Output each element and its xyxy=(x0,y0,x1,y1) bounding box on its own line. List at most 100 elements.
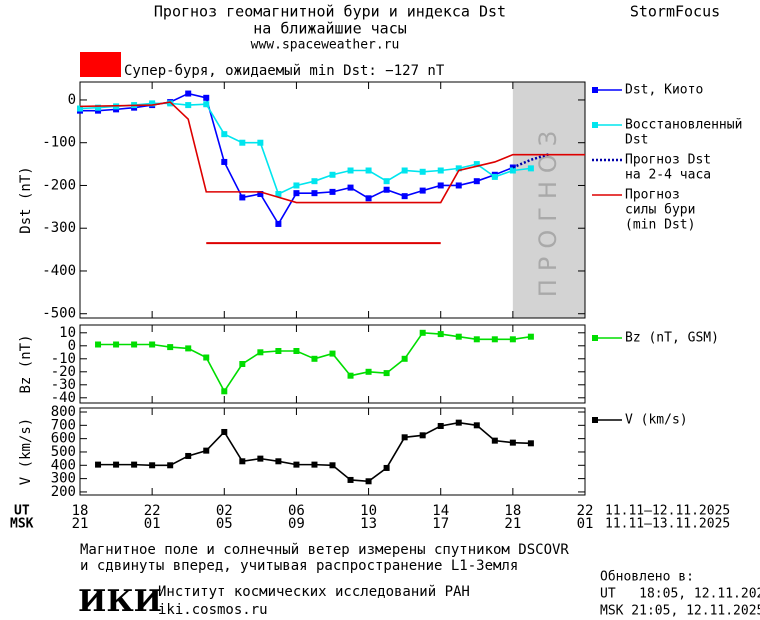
point xyxy=(455,333,462,340)
point xyxy=(437,167,444,174)
updated-label: Обновлено в: xyxy=(600,570,694,585)
point xyxy=(239,194,246,201)
y-tick-label: -100 xyxy=(42,135,76,151)
x-tick-label: 05 xyxy=(216,516,233,532)
point xyxy=(203,447,210,454)
point xyxy=(275,348,282,354)
point xyxy=(383,464,390,471)
series-line xyxy=(79,102,531,196)
point xyxy=(473,178,480,185)
x-tick-label: 17 xyxy=(432,516,449,532)
y-tick-label: 0 xyxy=(68,338,76,354)
point xyxy=(257,455,264,462)
series-line xyxy=(512,153,550,169)
y-tick-label: 0 xyxy=(68,92,76,108)
legend-marker xyxy=(592,122,598,128)
point xyxy=(437,422,444,429)
legend-marker xyxy=(592,417,598,423)
point xyxy=(527,440,534,447)
point xyxy=(167,344,174,351)
y-tick-label: 400 xyxy=(51,457,76,473)
point xyxy=(347,167,354,174)
y-tick-label: 700 xyxy=(51,417,76,433)
point xyxy=(77,105,83,112)
plot-frame xyxy=(79,324,586,404)
point xyxy=(185,452,192,459)
legend-label: (min Dst) xyxy=(625,218,695,233)
point xyxy=(347,476,354,483)
point xyxy=(437,331,444,338)
x-tick-label: 09 xyxy=(288,516,305,532)
point xyxy=(293,348,300,354)
point xyxy=(257,139,264,146)
point xyxy=(95,461,102,468)
title: на ближайшие часы xyxy=(253,20,407,38)
x-tick-label: 01 xyxy=(144,516,161,532)
point xyxy=(275,191,282,198)
y-tick-label: -30 xyxy=(51,377,76,393)
point xyxy=(509,336,516,343)
point xyxy=(257,349,264,356)
point xyxy=(131,341,138,348)
legend-label: V (km/s) xyxy=(625,413,688,428)
updated-ut: UT 18:05, 12.11.2025 xyxy=(600,587,760,602)
point xyxy=(329,350,336,357)
y-tick-label: 200 xyxy=(51,484,76,500)
x-tick-label: 10 xyxy=(360,503,377,519)
point xyxy=(365,478,372,485)
point xyxy=(329,462,336,469)
point xyxy=(329,188,336,195)
x-tick-label: 18 xyxy=(72,503,89,519)
point xyxy=(185,345,192,352)
point xyxy=(347,372,354,379)
point xyxy=(401,167,408,174)
plot-frame xyxy=(79,81,586,319)
point xyxy=(527,333,534,340)
point xyxy=(491,173,498,180)
forecast-band xyxy=(512,82,585,318)
x-tick-label: 21 xyxy=(72,516,89,532)
point xyxy=(437,182,444,189)
point xyxy=(149,100,156,107)
legend-label: силы бури xyxy=(625,203,695,218)
point xyxy=(473,161,480,168)
note: Магнитное поле и солнечный ветер измерен… xyxy=(80,542,569,558)
point xyxy=(185,90,192,97)
brand: StormFocus xyxy=(630,3,720,21)
point xyxy=(455,419,462,426)
point xyxy=(95,341,102,348)
url: www.spaceweather.ru xyxy=(251,38,400,53)
point xyxy=(167,100,174,107)
point xyxy=(293,182,300,189)
x-tick-label: 18 xyxy=(504,503,521,519)
x-tick-label: 01 xyxy=(577,516,594,532)
y-tick-label: -10 xyxy=(51,351,76,367)
series-line xyxy=(80,92,514,226)
point xyxy=(113,461,120,468)
annotation-box xyxy=(80,52,121,77)
point xyxy=(491,437,498,444)
msk-label: MSK xyxy=(10,517,34,532)
point xyxy=(221,388,228,395)
y-tick-label: 500 xyxy=(51,444,76,460)
y-tick-label: -500 xyxy=(42,306,76,322)
point xyxy=(311,190,318,197)
x-tick-label: 22 xyxy=(577,503,594,519)
series-line xyxy=(79,101,585,204)
point xyxy=(203,354,210,361)
point xyxy=(383,178,390,185)
note: и сдвинуты вперед, учитывая распростране… xyxy=(80,558,518,574)
point xyxy=(239,458,246,465)
point xyxy=(401,193,408,200)
point xyxy=(149,341,156,348)
y-tick-label: 800 xyxy=(51,404,76,420)
legend-label: Прогноз xyxy=(625,188,680,203)
point xyxy=(365,195,372,202)
y-tick-label: 10 xyxy=(59,325,76,341)
site: iki.cosmos.ru xyxy=(158,602,268,618)
point xyxy=(311,355,318,362)
y-tick-label: 600 xyxy=(51,431,76,447)
point xyxy=(311,178,318,185)
point xyxy=(473,422,480,429)
legend-label: Dst xyxy=(625,133,648,148)
